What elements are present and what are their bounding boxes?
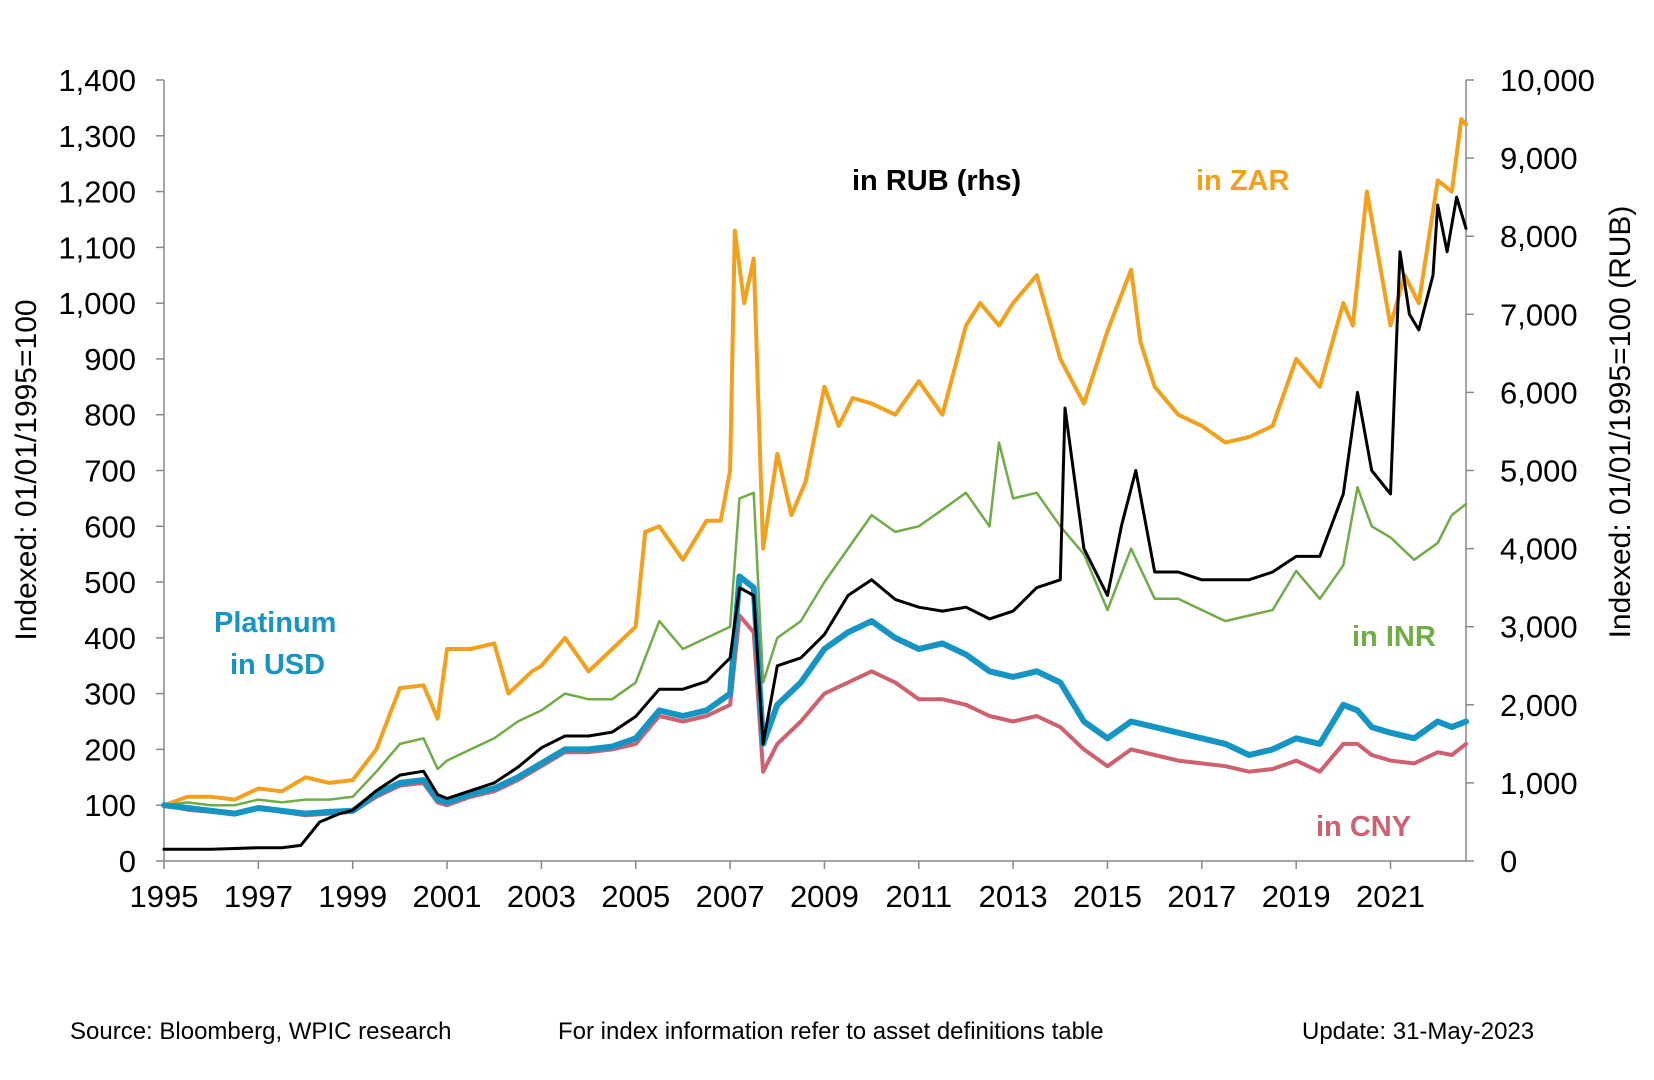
right-tick-label: 9,000 (1500, 141, 1578, 176)
footer-update: Update: 31-May-2023 (1302, 1018, 1535, 1045)
left-tick-label: 300 (84, 677, 136, 712)
x-tick-label: 2001 (413, 879, 482, 914)
x-tick-label: 2003 (507, 879, 576, 914)
left-tick-label: 900 (84, 342, 136, 377)
x-tick-label: 2009 (790, 879, 859, 914)
x-tick-label: 2017 (1167, 879, 1236, 914)
right-tick-label: 3,000 (1500, 610, 1578, 645)
x-tick-label: 1999 (318, 879, 387, 914)
left-y-axis: 0 100 200 300 400 500 600 700 800 900 1,000 1,100 1,… (58, 63, 165, 879)
label-inr: in INR (1352, 621, 1436, 653)
footer-note: For index information refer to asset def… (558, 1018, 1104, 1045)
right-tick-label: 4,000 (1500, 532, 1578, 567)
right-tick-label: 10,000 (1500, 63, 1595, 98)
right-tick-label: 7,000 (1500, 297, 1578, 332)
right-tick-label: 6,000 (1500, 375, 1578, 410)
left-axis-title: Indexed: 01/01/1995=100 (10, 299, 43, 640)
left-tick-label: 200 (84, 732, 136, 767)
right-tick-label: 2,000 (1500, 688, 1578, 723)
right-tick-label: 5,000 (1500, 454, 1578, 489)
left-tick-label: 1,100 (58, 230, 136, 265)
x-tick-label: 2011 (885, 879, 952, 914)
right-tick-label: 8,000 (1500, 219, 1578, 254)
left-tick-label: 500 (84, 565, 136, 600)
series-lines (161, 117, 1469, 851)
series-line-in-zar (162, 117, 1468, 808)
x-tick-label: 1997 (224, 879, 293, 914)
left-tick-label: 1,200 (58, 175, 136, 210)
x-tick-label: 2015 (1073, 879, 1142, 914)
series-line-in-inr (162, 441, 1468, 807)
label-rub: in RUB (rhs) (852, 165, 1021, 197)
left-tick-label: 800 (84, 398, 136, 433)
right-axis-title: Indexed: 01/01/1995=100 (RUB) (1604, 206, 1637, 639)
series-line-platinum-in-usd (161, 573, 1469, 817)
x-tick-label: 2013 (979, 879, 1048, 914)
left-tick-label: 1,400 (58, 63, 136, 98)
label-usd: in USD (230, 649, 325, 681)
label-zar: in ZAR (1196, 165, 1289, 197)
x-axis: 1995 1997 1999 2001 2003 2005 2007 2009 2011 2013… (130, 860, 1466, 914)
label-platinum: Platinum (214, 607, 336, 639)
right-tick-label: 0 (1500, 844, 1517, 879)
right-tick-label: 1,000 (1500, 766, 1578, 801)
x-tick-label: 2007 (696, 879, 765, 914)
left-tick-label: 1,000 (58, 286, 136, 321)
left-tick-label: 700 (84, 454, 136, 489)
x-tick-label: 1995 (130, 879, 199, 914)
x-tick-label: 2019 (1262, 879, 1331, 914)
x-tick-label: 2021 (1356, 879, 1425, 914)
left-tick-label: 100 (84, 788, 136, 823)
left-tick-label: 0 (119, 844, 136, 879)
footer-source: Source: Bloomberg, WPIC research (70, 1018, 452, 1045)
left-tick-label: 600 (84, 509, 136, 544)
left-tick-label: 400 (84, 621, 136, 656)
label-cny: in CNY (1316, 811, 1411, 843)
right-y-axis: 0 1,000 2,000 3,000 4,000 5,000 6,000 7,000 8,00… (1465, 63, 1595, 879)
x-tick-label: 2005 (601, 879, 670, 914)
left-tick-label: 1,300 (58, 119, 136, 154)
series-line-in-rub-rhs (162, 195, 1468, 851)
